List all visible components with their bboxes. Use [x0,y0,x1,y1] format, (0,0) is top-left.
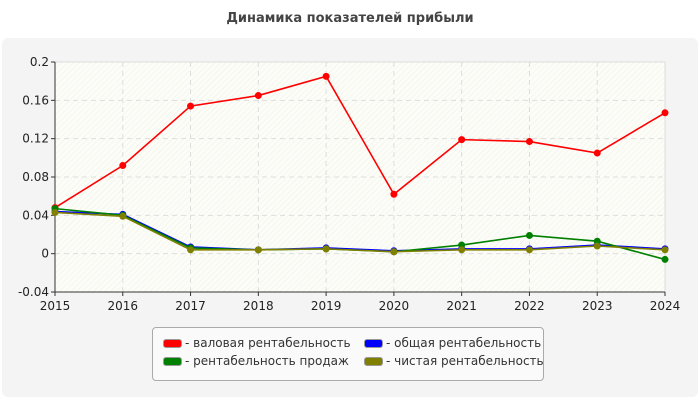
data-point [322,245,330,253]
legend-label: общая рентабельность [394,336,542,350]
legend-swatch [364,338,383,348]
legend: - валовая рентабельность - общая рентабе… [152,327,544,381]
x-tick-label: 2017 [175,299,206,313]
legend-item: - рентабельность продаж [163,354,349,368]
x-tick-label: 2021 [446,299,477,313]
x-tick-label: 2024 [650,299,681,313]
legend-dash: - [185,354,190,368]
chart-title: Динамика показателей прибыли [226,11,474,26]
legend-item: - общая рентабельность [364,336,541,350]
legend-label: валовая рентабельность [193,336,351,350]
legend-label: чистая рентабельность [394,354,544,368]
data-point [525,231,533,239]
x-tick-label: 2018 [243,299,274,313]
legend-item: - валовая рентабельность [163,336,351,350]
data-point [458,136,466,144]
legend-item: - чистая рентабельность [364,354,544,368]
data-point [661,109,669,117]
x-tick-label: 2016 [108,299,139,313]
data-point [593,149,601,157]
series-line [54,75,666,209]
data-point [661,246,669,254]
legend-swatch [163,356,182,366]
x-tick-label: 2023 [582,299,613,313]
data-point [254,92,262,100]
y-tick-label: -0.04 [18,285,49,299]
data-point [525,138,533,146]
data-point [390,190,398,198]
legend-dash: - [386,336,391,350]
x-tick-label: 2022 [514,299,545,313]
y-tick-label: 0.04 [22,208,49,222]
y-tick-label: 0.2 [30,55,49,69]
legend-dash: - [386,354,391,368]
data-point [322,72,330,80]
series-line [54,210,666,252]
data-point [661,255,669,263]
x-tick-label: 2019 [311,299,342,313]
data-point [593,242,601,250]
series-line [54,211,666,253]
data-point [187,246,195,254]
data-point [593,237,601,245]
data-point [525,246,533,254]
data-point [254,246,262,254]
y-tick-label: 0.08 [22,170,49,184]
data-point [458,241,466,249]
data-point [119,212,127,220]
x-tick-label: 2020 [379,299,410,313]
legend-dash: - [185,336,190,350]
data-point [119,162,127,169]
x-tick-label: 2015 [40,299,71,313]
y-tick-label: 0.12 [22,132,49,146]
data-point [390,248,398,256]
legend-swatch [163,338,182,348]
y-tick-label: 0.16 [22,93,49,107]
y-tick-label: 0 [41,247,49,261]
data-point [458,246,466,254]
data-point [187,102,195,110]
legend-swatch [364,356,383,366]
data-point [51,208,59,216]
legend-label: рентабельность продаж [193,354,349,368]
